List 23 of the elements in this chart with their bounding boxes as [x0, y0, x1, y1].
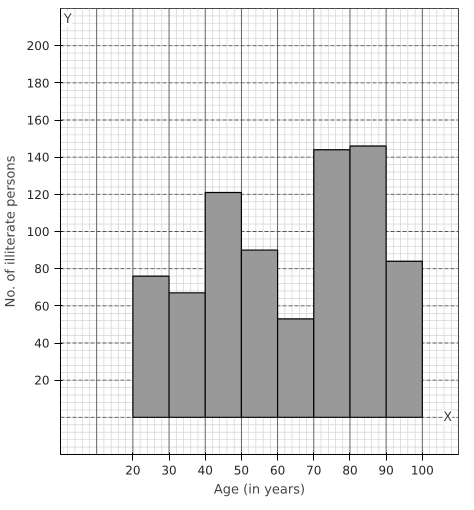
- y-tick-label: 140: [26, 150, 50, 165]
- annotation: X: [443, 410, 452, 425]
- x-tick-label: 40: [198, 464, 213, 478]
- y-tick-label: 60: [34, 299, 50, 314]
- x-tick-label: 90: [378, 464, 394, 478]
- x-tick-label: 70: [306, 464, 322, 478]
- y-tick-label: 20: [34, 374, 50, 388]
- y-tick-label: 120: [26, 188, 50, 202]
- y-tick-label: 180: [26, 76, 50, 90]
- annotation: Y: [62, 12, 72, 28]
- y-tick-label: 40: [34, 336, 50, 350]
- y-tick-label: 200: [26, 39, 50, 54]
- x-axis-title: Age (in years): [214, 482, 306, 498]
- y-tick-label: 100: [26, 225, 50, 239]
- y-tick-label: 160: [26, 114, 50, 128]
- x-tick-label: 100: [410, 464, 434, 478]
- x-tick-label: 20: [125, 464, 141, 478]
- x-tick-label: 30: [161, 464, 177, 478]
- x-tick-label: 80: [342, 464, 358, 478]
- y-tick-label: 80: [34, 262, 50, 276]
- y-axis-title: No. of illiterate persons: [4, 155, 19, 308]
- x-tick-label: 50: [234, 464, 250, 478]
- x-tick-label: 60: [270, 464, 286, 478]
